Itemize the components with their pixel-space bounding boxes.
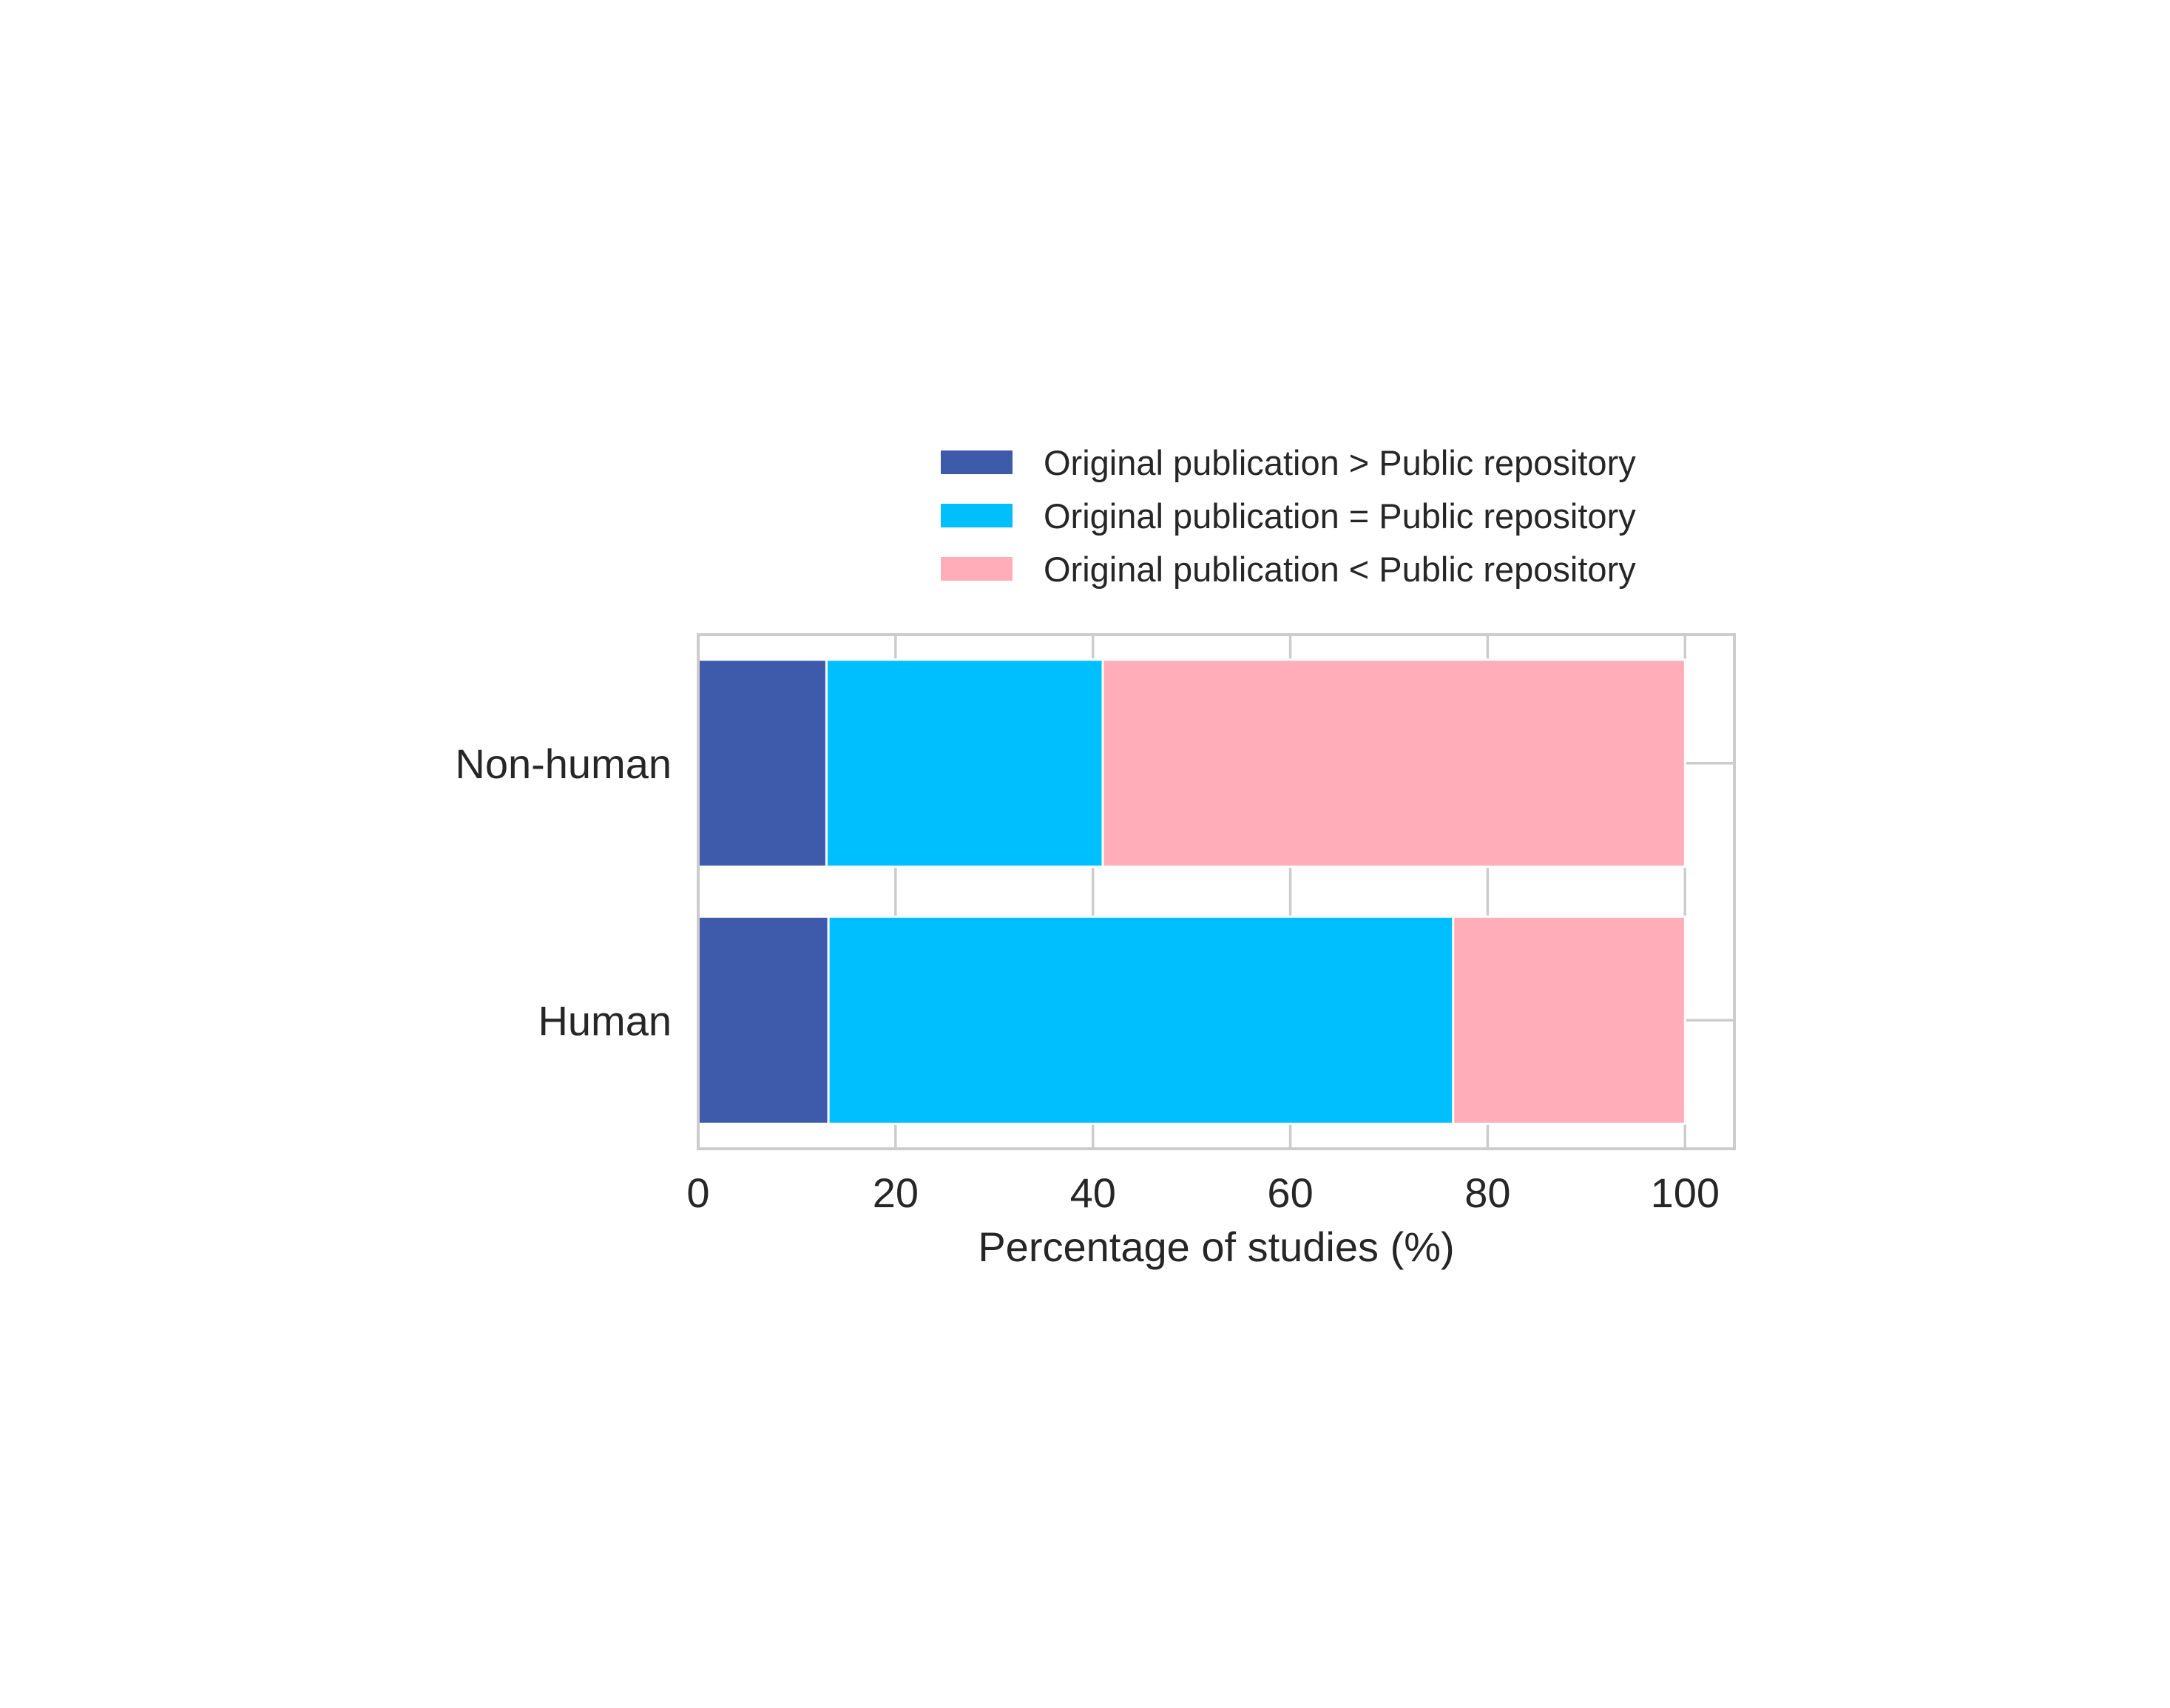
category-label: Non-human bbox=[455, 740, 672, 787]
x-axis-label: Percentage of studies (%) bbox=[978, 1223, 1454, 1270]
legend: Original publication > Public repository… bbox=[941, 443, 1636, 589]
x-tick-labels: 0 20 40 60 80 100 bbox=[686, 1169, 1720, 1216]
x-tick-label: 0 bbox=[686, 1169, 709, 1216]
category-label: Human bbox=[538, 997, 672, 1044]
bar-non-human-series-1 bbox=[697, 658, 828, 868]
legend-swatch-3 bbox=[941, 557, 1013, 581]
x-tick-label: 20 bbox=[873, 1169, 919, 1216]
legend-label-2: Original publication = Public repository bbox=[1044, 496, 1636, 536]
plot-frame bbox=[697, 633, 1736, 1150]
bars bbox=[697, 658, 1686, 1125]
x-tick-label: 80 bbox=[1464, 1169, 1510, 1216]
x-tick-label: 40 bbox=[1070, 1169, 1116, 1216]
x-tick-label: 100 bbox=[1651, 1169, 1720, 1216]
legend-label-3: Original publication < Public repository bbox=[1044, 550, 1636, 589]
category-labels: Non-human Human bbox=[455, 740, 672, 1044]
bar-non-human-series-2 bbox=[825, 658, 1104, 868]
bar-human-series-3 bbox=[1452, 915, 1686, 1125]
legend-swatch-2 bbox=[941, 504, 1013, 527]
legend-swatch-1 bbox=[941, 450, 1013, 474]
x-tick-label: 60 bbox=[1267, 1169, 1313, 1216]
bar-human-series-2 bbox=[827, 915, 1455, 1125]
legend-label-1: Original publication > Public repository bbox=[1044, 443, 1636, 482]
bar-human-series-1 bbox=[697, 915, 830, 1125]
bar-non-human-series-3 bbox=[1101, 658, 1686, 868]
